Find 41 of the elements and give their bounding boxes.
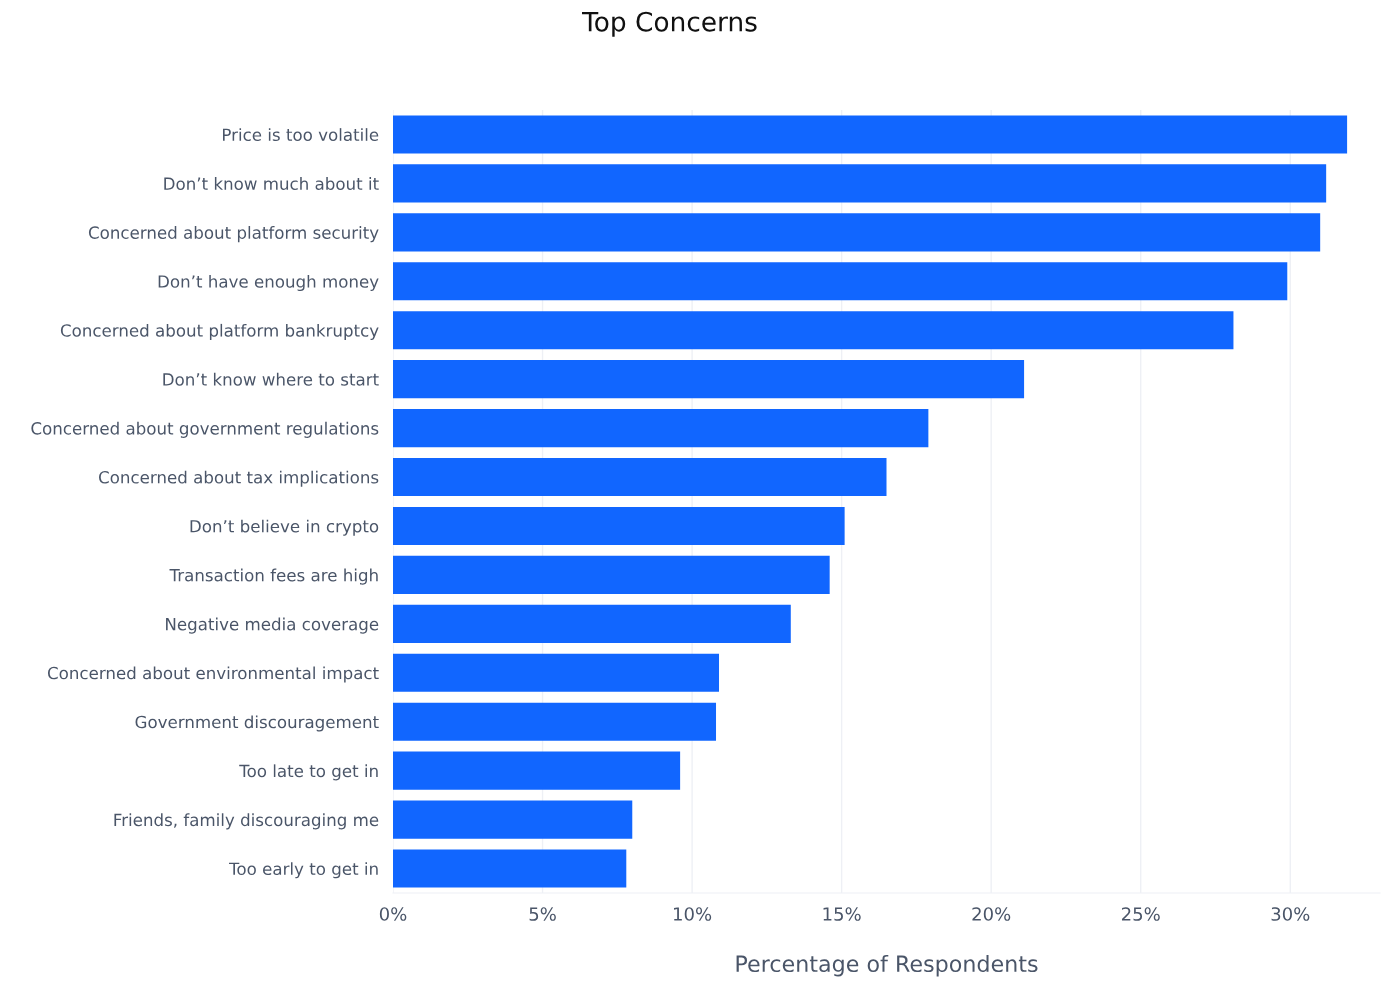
y-tick-label: Concerned about platform bankruptcy: [60, 323, 379, 341]
y-tick-label: Don’t know where to start: [163, 372, 379, 386]
bar: [393, 555, 830, 594]
y-tick-label: Concerned about platform security: [88, 226, 379, 243]
y-tick-label: Government discouragement: [135, 715, 379, 732]
y-tick-label: Too early to get in: [229, 862, 378, 879]
x-tick-label: 5%: [529, 907, 556, 921]
bar: [393, 604, 791, 643]
bar: [393, 115, 1348, 154]
bar: [393, 506, 845, 546]
y-tick-label: Too late to get in: [239, 764, 378, 781]
bar: [393, 653, 720, 692]
bar: [393, 311, 1234, 350]
bar: [393, 213, 1321, 252]
y-tick-label: Price is too volatile: [223, 128, 379, 142]
y-tick-label: Don’t believe in crypto: [190, 519, 379, 536]
bar: [393, 360, 1025, 399]
bar: [393, 702, 717, 741]
y-tick-label: Concerned about environmental impact: [47, 666, 379, 683]
y-tick-label: Negative media coverage: [166, 617, 379, 634]
bar: [393, 849, 627, 888]
bar: [393, 262, 1288, 301]
x-tick-label: 15%: [823, 907, 861, 921]
y-tick-label: Transaction fees are high: [169, 568, 378, 585]
x-tick-label: 20%: [972, 907, 1011, 921]
bar: [393, 800, 633, 839]
x-tick-label: 0%: [379, 907, 407, 921]
x-tick-label: 25%: [1121, 907, 1160, 921]
x-axis-title: Percentage of Respondents: [736, 954, 1038, 977]
bar: [393, 457, 887, 497]
x-tick-label: 30%: [1271, 907, 1310, 921]
bar: [393, 409, 929, 448]
y-tick-label: Don’t have enough money: [158, 274, 379, 292]
bar: [393, 164, 1327, 203]
bar: [393, 751, 681, 790]
x-tick-label: 10%: [674, 907, 712, 921]
chart-title: Top Concerns: [582, 11, 757, 37]
y-tick-label: Friends, family discouraging me: [114, 813, 379, 830]
y-tick-label: Don’t know much about it: [164, 177, 379, 190]
y-tick-label: Concerned about government regulations: [31, 421, 379, 438]
y-tick-label: Concerned about tax implications: [98, 470, 379, 487]
